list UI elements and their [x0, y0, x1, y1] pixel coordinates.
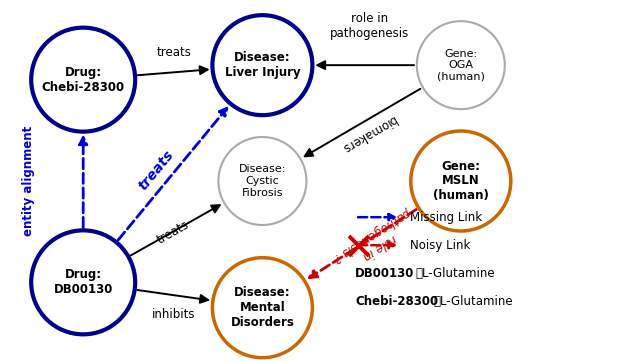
Text: Disease:
Cystic
Fibrosis: Disease: Cystic Fibrosis — [239, 164, 286, 198]
Text: treats: treats — [136, 148, 177, 193]
Text: Drug:
Chebi-28300: Drug: Chebi-28300 — [42, 66, 125, 94]
Text: inhibits: inhibits — [152, 308, 196, 321]
Text: treats: treats — [155, 218, 192, 247]
Text: role in
pathogenesis: role in pathogenesis — [330, 12, 409, 40]
Text: Disease:
Mental
Disorders: Disease: Mental Disorders — [230, 286, 294, 329]
Circle shape — [417, 21, 505, 109]
Text: entity alignment: entity alignment — [22, 126, 35, 236]
Text: Missing Link: Missing Link — [410, 211, 483, 224]
Text: Disease:
Liver Injury: Disease: Liver Injury — [225, 51, 300, 79]
Circle shape — [218, 137, 307, 225]
Text: Noisy Link: Noisy Link — [410, 239, 470, 252]
Text: role in
pathogenesis ?: role in pathogenesis ? — [330, 205, 420, 277]
Text: DB00130: DB00130 — [355, 267, 415, 280]
Circle shape — [31, 28, 135, 132]
Text: ：L-Glutamine: ：L-Glutamine — [433, 295, 513, 308]
Circle shape — [212, 258, 312, 358]
Text: Chebi-28300: Chebi-28300 — [355, 295, 438, 308]
Circle shape — [411, 131, 511, 231]
Text: biomakers: biomakers — [338, 112, 397, 155]
Text: ：L-Glutamine: ：L-Glutamine — [415, 267, 495, 280]
Text: Drug:
DB00130: Drug: DB00130 — [54, 268, 113, 296]
Circle shape — [31, 230, 135, 334]
Text: Gene:
OGA
(human): Gene: OGA (human) — [437, 49, 484, 82]
Text: treats: treats — [156, 46, 191, 59]
Text: Gene:
MSLN
(human): Gene: MSLN (human) — [433, 160, 489, 202]
Circle shape — [212, 15, 312, 115]
